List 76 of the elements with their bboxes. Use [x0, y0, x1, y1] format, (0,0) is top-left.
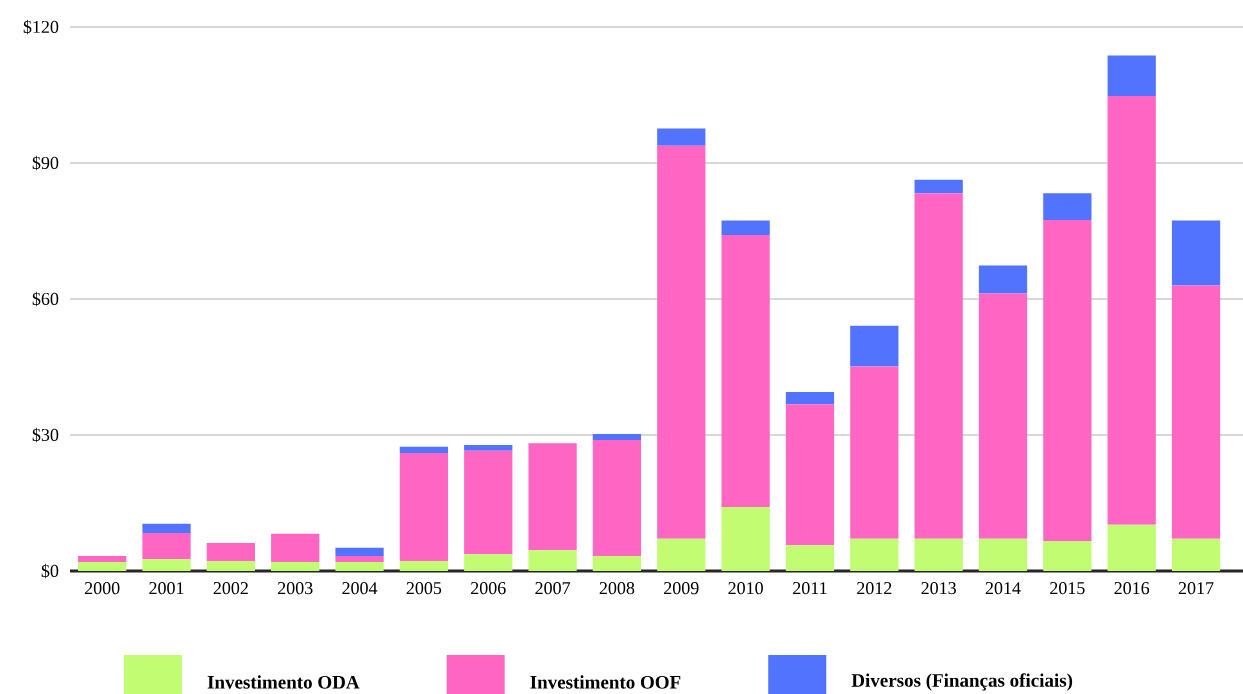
bar — [399, 453, 449, 562]
bar — [592, 439, 642, 557]
bar — [335, 561, 384, 571]
x-tick-label: 2013 — [921, 582, 956, 595]
x-tick-label: 2004 — [342, 582, 378, 595]
bar — [850, 366, 899, 539]
bar — [78, 556, 127, 562]
bar — [271, 561, 320, 571]
bar — [914, 193, 963, 539]
bar — [978, 293, 1028, 539]
x-tick-label: 2009 — [664, 582, 699, 595]
x-tick-label: 2007 — [535, 582, 571, 595]
bar — [528, 550, 577, 571]
bar — [850, 325, 899, 367]
bar — [657, 538, 706, 571]
bar — [785, 391, 835, 405]
bar — [1107, 524, 1156, 571]
bar — [978, 538, 1028, 571]
bar — [142, 523, 191, 533]
bar — [721, 507, 770, 571]
bar — [1043, 220, 1092, 542]
bar — [528, 443, 577, 551]
bar — [1171, 285, 1221, 539]
bar — [978, 265, 1028, 294]
x-tick-label: 2000 — [84, 582, 120, 595]
legend-label: Diversos (Finanças oficiais) — [851, 673, 1073, 691]
x-tick-label: 2017 — [1178, 582, 1214, 595]
bar — [206, 561, 255, 571]
y-tick-label: $90 — [32, 155, 59, 171]
bar — [399, 446, 449, 454]
bar — [914, 538, 963, 571]
bar — [464, 450, 513, 555]
bar — [464, 444, 513, 451]
bar — [657, 145, 706, 539]
bar — [206, 542, 255, 562]
bar — [142, 532, 191, 560]
bar — [1171, 538, 1221, 571]
y-tick-label: $30 — [32, 427, 59, 443]
bar — [785, 545, 835, 571]
legend-label: Investimento OOF — [530, 675, 681, 689]
y-tick-label: $120 — [23, 19, 59, 35]
bar — [335, 547, 384, 557]
x-tick-label: 2014 — [985, 582, 1021, 595]
bar — [1107, 95, 1156, 525]
x-tick-label: 2011 — [793, 582, 827, 595]
bar — [1043, 193, 1092, 221]
x-tick-label: 2005 — [406, 582, 442, 595]
bar — [850, 538, 899, 571]
x-tick-label: 2003 — [278, 582, 313, 595]
x-tick-label: 2008 — [599, 582, 635, 595]
legend-label: Investimento ODA — [207, 675, 360, 689]
bar — [399, 561, 449, 571]
bar — [592, 434, 642, 440]
bar — [721, 220, 770, 236]
x-tick-label: 2002 — [213, 582, 248, 595]
bar — [914, 179, 963, 194]
x-tick-label: 2001 — [149, 582, 184, 595]
bar — [785, 404, 835, 546]
x-tick-label: 2006 — [471, 582, 506, 595]
bar — [78, 561, 127, 571]
bar — [592, 556, 642, 571]
bar — [1171, 220, 1221, 286]
x-tick-label: 2016 — [1114, 582, 1150, 595]
y-tick-label: $60 — [32, 291, 59, 307]
x-tick-label: 2010 — [728, 582, 763, 595]
bar — [721, 235, 770, 508]
bar — [335, 556, 384, 562]
bar — [464, 554, 513, 571]
y-tick-label: $0 — [41, 563, 59, 579]
x-tick-label: 2015 — [1050, 582, 1085, 595]
bar — [657, 128, 706, 146]
bar — [1107, 55, 1156, 96]
bar — [271, 533, 320, 562]
bar — [1043, 541, 1092, 571]
x-tick-label: 2012 — [857, 582, 892, 595]
bar — [142, 559, 191, 571]
